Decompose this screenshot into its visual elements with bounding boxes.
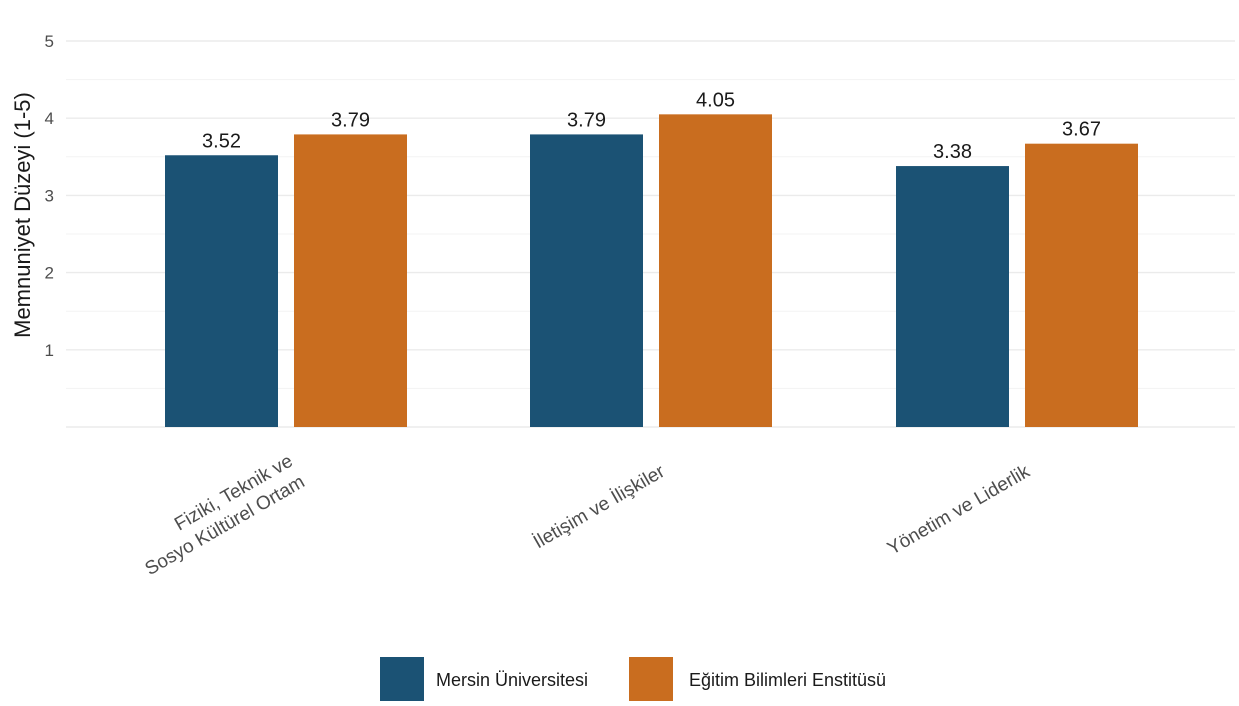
x-tick-label: İletişim ve İlişkiler — [530, 461, 669, 553]
legend-key — [629, 657, 673, 701]
data-label: 3.67 — [1062, 119, 1101, 141]
bar — [1025, 143, 1138, 427]
data-label: 4.05 — [696, 89, 735, 111]
data-label: 3.79 — [567, 109, 606, 131]
y-tick-label: 3 — [45, 186, 54, 205]
y-axis-ticks: 1 2 3 4 5 — [45, 32, 54, 360]
bar — [896, 166, 1009, 427]
bar — [294, 134, 407, 428]
legend: Mersin Üniversitesi Eğitim Bilimleri Enst… — [380, 657, 886, 701]
y-tick-label: 5 — [45, 32, 54, 51]
y-tick-label: 2 — [45, 264, 54, 283]
y-tick-label: 1 — [45, 341, 54, 360]
bars — [165, 114, 1138, 428]
bar — [165, 155, 278, 428]
legend-label: Eğitim Bilimleri Enstitüsü — [689, 670, 886, 690]
data-labels: 3.52 3.79 3.79 4.05 3.38 3.67 — [202, 89, 1101, 163]
bar — [530, 134, 643, 428]
x-tick-label-line: Yönetim ve Liderlik — [884, 461, 1034, 560]
data-label: 3.52 — [202, 130, 241, 152]
y-axis-title: Memnuniyet Düzeyi (1-5) — [10, 92, 35, 338]
data-label: 3.79 — [331, 109, 370, 131]
x-tick-label-line: İletişim ve İlişkiler — [530, 461, 669, 553]
x-tick-label: Fiziki, Teknik veSosyo Kültürel Ortam — [130, 451, 309, 580]
x-axis-categories: Fiziki, Teknik veSosyo Kültürel Ortam İle… — [130, 451, 1034, 580]
y-tick-label: 4 — [45, 109, 54, 128]
legend-key — [380, 657, 424, 701]
bar — [659, 114, 772, 427]
legend-label: Mersin Üniversitesi — [436, 670, 588, 690]
data-label: 3.38 — [933, 141, 972, 163]
x-tick-label: Yönetim ve Liderlik — [884, 461, 1034, 560]
